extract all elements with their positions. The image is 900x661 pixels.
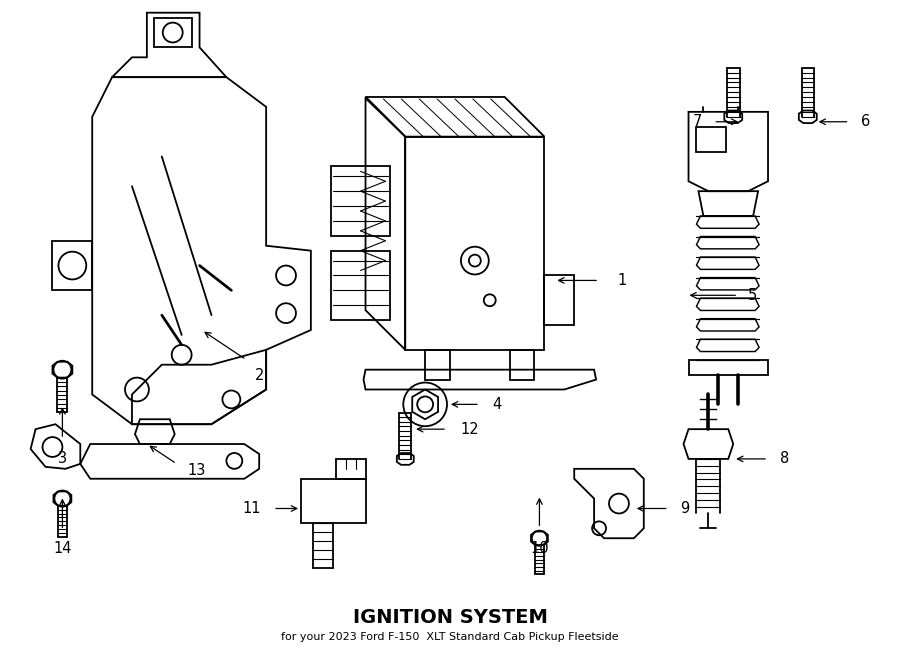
Text: for your 2023 Ford F-150  XLT Standard Cab Pickup Fleetside: for your 2023 Ford F-150 XLT Standard Ca… — [281, 633, 619, 642]
Text: 1: 1 — [617, 273, 626, 288]
Text: IGNITION SYSTEM: IGNITION SYSTEM — [353, 608, 547, 627]
Text: 3: 3 — [58, 451, 67, 466]
Bar — [697, 127, 726, 151]
Bar — [301, 479, 365, 524]
Text: 4: 4 — [492, 397, 502, 412]
Bar — [425, 350, 450, 379]
Text: 9: 9 — [680, 501, 689, 516]
Text: 5: 5 — [748, 288, 758, 303]
Text: 10: 10 — [530, 541, 549, 556]
Text: 6: 6 — [861, 114, 870, 130]
Bar — [405, 137, 544, 350]
Text: 13: 13 — [187, 463, 206, 479]
Text: 7: 7 — [693, 114, 702, 130]
Text: 11: 11 — [243, 501, 261, 516]
Text: 14: 14 — [53, 541, 72, 556]
Bar — [509, 350, 535, 379]
Bar — [330, 251, 391, 320]
Bar — [330, 167, 391, 236]
Text: 8: 8 — [780, 451, 789, 467]
Text: 2: 2 — [255, 368, 264, 383]
Text: 12: 12 — [460, 422, 479, 437]
